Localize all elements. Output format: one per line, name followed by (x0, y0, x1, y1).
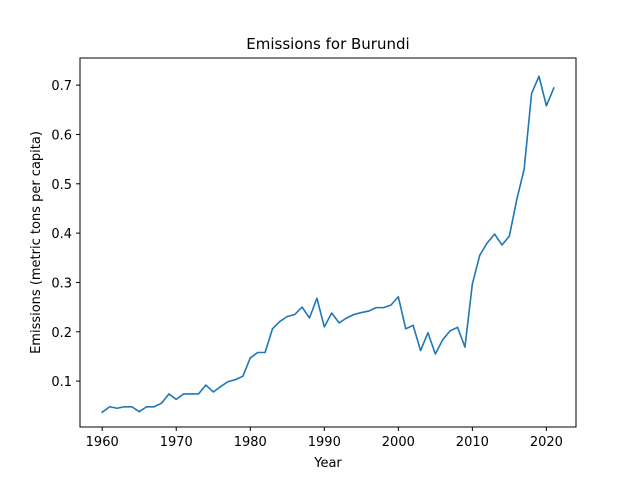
data-point-1970 (175, 398, 177, 400)
data-point-1964 (131, 406, 133, 408)
data-point-1974 (205, 384, 207, 386)
data-point-1973 (197, 393, 200, 395)
data-point-2013 (493, 233, 496, 235)
x-tick-label: 1960 (86, 435, 119, 450)
data-point-1968 (160, 402, 163, 404)
data-point-2002 (412, 324, 414, 326)
data-point-1960 (101, 411, 103, 413)
data-point-1989 (316, 297, 318, 299)
y-tick-label: 0.3 (51, 276, 72, 291)
data-point-1997 (375, 307, 377, 309)
data-point-2007 (449, 330, 451, 332)
plot-area (101, 75, 555, 414)
data-point-1999 (390, 304, 392, 306)
data-point-2020 (545, 105, 547, 107)
data-point-1977 (227, 381, 229, 383)
data-point-2003 (419, 349, 422, 352)
data-point-1992 (338, 322, 340, 324)
x-axis-label: Year (313, 456, 342, 471)
data-point-2016 (516, 198, 518, 201)
data-point-1978 (234, 379, 237, 381)
data-point-1993 (345, 317, 348, 319)
x-axis-ticks: 1960 1970 1980 1990 2000 2010 2020 (86, 427, 563, 450)
y-axis-label: Emissions (metric tons per capita) (29, 131, 44, 354)
axes-frame (79, 57, 577, 428)
data-point-1996 (368, 310, 370, 312)
y-tick-label: 0.2 (51, 326, 72, 341)
y-tick-label: 0.6 (51, 128, 72, 143)
data-point-2018 (530, 92, 533, 95)
x-tick-label: 1980 (234, 435, 267, 450)
data-point-1965 (138, 411, 140, 413)
x-tick-label: 2020 (530, 435, 563, 450)
data-point-1986 (294, 313, 296, 316)
data-point-1967 (153, 406, 155, 408)
y-tick-label: 0.7 (51, 79, 72, 94)
data-point-1995 (360, 311, 362, 314)
data-point-1963 (123, 406, 126, 408)
data-point-1985 (286, 315, 288, 318)
data-point-2008 (456, 326, 459, 328)
data-point-1998 (382, 307, 385, 309)
data-point-2015 (508, 235, 510, 237)
data-point-2019 (538, 75, 540, 77)
y-axis-ticks: 0.1 0.2 0.3 0.4 0.5 0.6 0.7 (51, 79, 80, 390)
y-tick-label: 0.5 (51, 178, 72, 193)
data-point-2000 (397, 296, 399, 298)
data-point-1990 (323, 326, 325, 328)
emissions-series-line (101, 75, 555, 414)
data-point-1976 (220, 385, 222, 388)
x-tick-label: 1970 (160, 435, 193, 450)
data-point-1988 (308, 317, 311, 319)
data-point-1969 (168, 393, 170, 395)
data-point-1987 (301, 306, 303, 308)
x-tick-label: 2000 (382, 435, 415, 450)
data-point-2001 (405, 328, 407, 330)
data-point-1983 (271, 328, 274, 330)
data-point-2017 (523, 168, 525, 170)
x-tick-label: 1990 (308, 435, 341, 450)
data-point-1971 (183, 393, 185, 395)
data-point-1984 (279, 320, 281, 323)
y-tick-label: 0.1 (51, 375, 72, 390)
data-point-1994 (353, 313, 355, 316)
data-point-1972 (190, 393, 192, 395)
data-point-2006 (442, 339, 444, 341)
data-point-1991 (331, 312, 333, 314)
data-point-1980 (249, 357, 251, 359)
data-point-1975 (212, 391, 214, 393)
chart-title: Emissions for Burundi (246, 35, 409, 53)
data-point-2005 (434, 353, 436, 355)
data-point-1966 (146, 406, 148, 408)
data-point-1982 (264, 351, 266, 354)
data-point-2010 (471, 283, 473, 285)
data-point-2009 (464, 346, 466, 348)
data-point-1961 (109, 406, 111, 408)
x-tick-label: 2010 (456, 435, 489, 450)
data-point-1962 (116, 407, 118, 409)
data-point-1981 (257, 351, 259, 354)
data-point-1979 (242, 375, 244, 377)
data-point-2014 (501, 244, 503, 246)
data-point-2012 (486, 242, 488, 244)
y-tick-label: 0.4 (51, 227, 72, 242)
data-point-2004 (427, 332, 429, 334)
data-point-2021 (553, 87, 555, 89)
data-point-2011 (479, 254, 481, 256)
